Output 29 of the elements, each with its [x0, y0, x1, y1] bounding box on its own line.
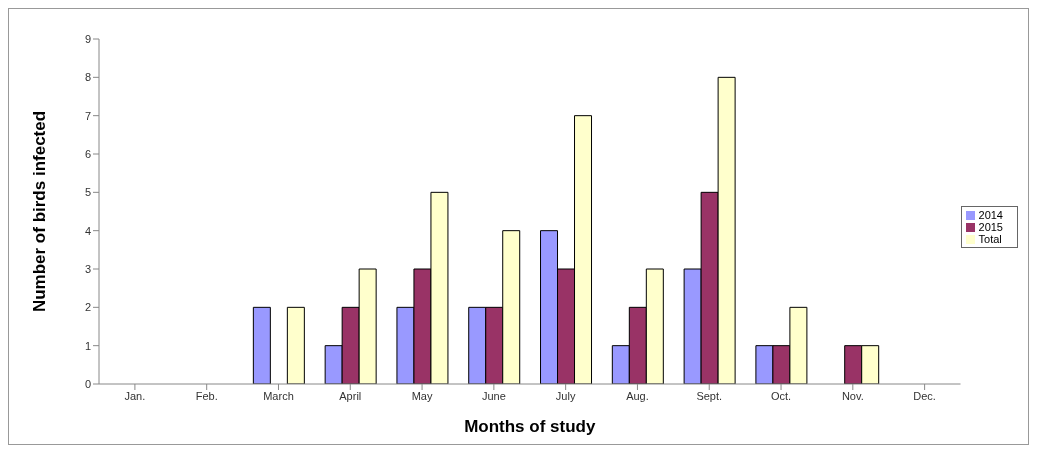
y-axis-title: Number of birds infected — [30, 110, 50, 313]
x-tick-label: May — [411, 389, 433, 402]
y-tick-label: 4 — [84, 224, 91, 237]
x-tick-label: April — [339, 389, 362, 402]
y-tick-label: 3 — [84, 262, 91, 275]
y-tick-label: 2 — [84, 301, 91, 314]
x-tick-label: Sept. — [696, 389, 723, 402]
y-tick-label: 7 — [84, 109, 91, 122]
x-tick-label: March — [263, 389, 294, 402]
legend-label: Total — [978, 232, 1002, 245]
y-tick-label: 8 — [84, 71, 91, 84]
x-tick-label: Feb. — [195, 389, 218, 402]
y-tick-label: 9 — [84, 32, 91, 45]
x-tick-label: Jan. — [124, 389, 146, 402]
x-tick-label: Oct. — [770, 389, 792, 402]
x-tick-label: Nov. — [841, 389, 864, 402]
legend-label: 2015 — [978, 220, 1003, 233]
x-tick-label: Aug. — [626, 389, 649, 402]
y-tick-label: 1 — [84, 339, 91, 352]
y-tick-label: 6 — [84, 147, 91, 160]
x-tick-label: July — [555, 389, 576, 402]
bar — [252, 306, 271, 384]
bar — [286, 306, 305, 384]
y-tick-label: 0 — [84, 377, 91, 390]
y-tick-label: 5 — [84, 186, 91, 199]
x-tick-label: Dec. — [913, 389, 936, 402]
x-tick-label: June — [481, 389, 506, 402]
legend-label: 2014 — [978, 208, 1003, 221]
x-axis-title: Months of study — [464, 417, 596, 436]
